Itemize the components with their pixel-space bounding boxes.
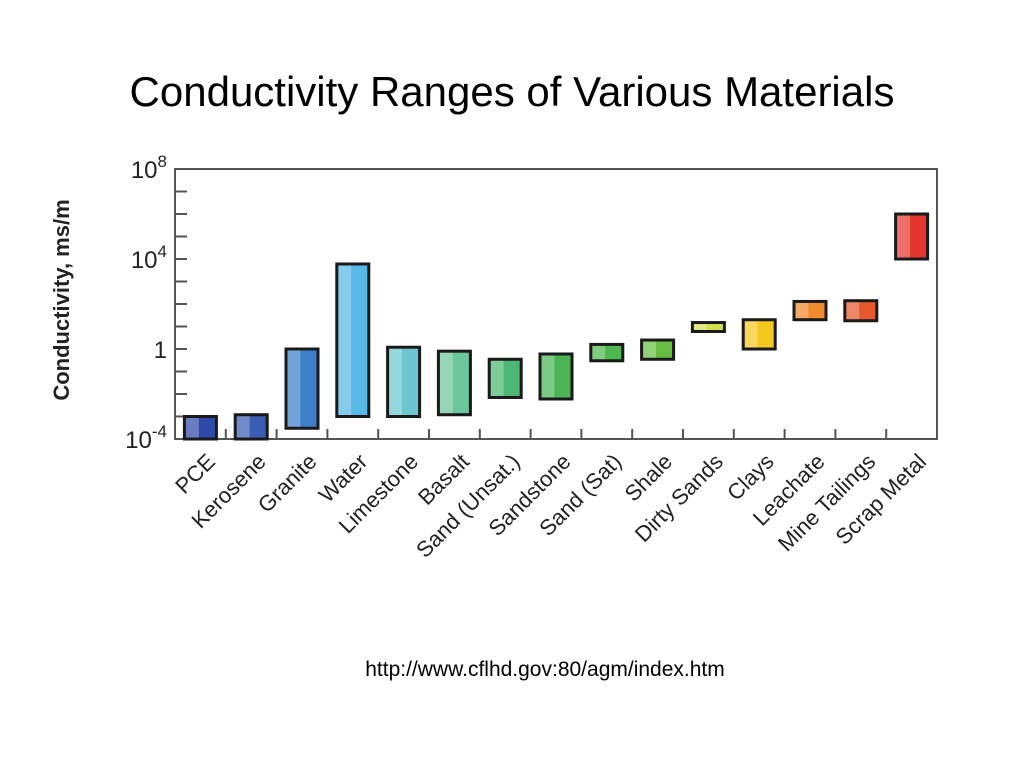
bar-outline [843, 299, 879, 323]
y-ticks: 10-4 1 104 108 [125, 152, 187, 454]
bar-highlight [286, 349, 301, 429]
bar-outline [741, 318, 777, 351]
bar [690, 321, 726, 333]
bar-highlight [438, 351, 453, 415]
bar-outline [894, 212, 930, 261]
bar-highlight [692, 322, 707, 332]
bar [182, 415, 218, 441]
bar-highlight [590, 344, 606, 361]
bar-highlight [844, 300, 860, 321]
bar-outline [182, 415, 218, 441]
y-tick-label: 10-4 [125, 422, 167, 454]
bar [792, 299, 828, 322]
y-tick-label: 108 [131, 152, 167, 184]
bar-highlight [540, 353, 555, 399]
bar-highlight [235, 414, 250, 439]
bar [487, 357, 523, 399]
x-tick-labels: PCEKeroseneGraniteWaterLimestoneBasaltSa… [170, 449, 931, 563]
bar-highlight [387, 347, 402, 417]
y-axis-label: Conductivity, ms/m [49, 199, 74, 400]
source-url: http://www.cflhd.gov:80/agm/index.htm [365, 658, 725, 681]
bar-highlight [641, 340, 656, 360]
bar-outline [640, 338, 676, 361]
x-ticks [224, 429, 938, 439]
bar-outline [487, 357, 523, 399]
bar [386, 345, 422, 418]
bar-outline [233, 413, 269, 441]
bar [589, 342, 625, 363]
bar [233, 413, 269, 441]
bar-fill [692, 322, 725, 332]
bar [843, 299, 879, 323]
bar [538, 352, 574, 401]
y-tick-label: 104 [131, 242, 167, 274]
bar [436, 349, 472, 417]
bar-outline [690, 321, 726, 333]
y-axis-label-group: Conductivity, ms/m [49, 199, 74, 400]
bar-outline [792, 299, 828, 322]
bar [741, 318, 777, 351]
bar-highlight [184, 416, 199, 439]
bar-outline [436, 349, 472, 417]
bar-outline [284, 347, 320, 430]
slide-title: Conductivity Ranges of Various Materials [129, 68, 895, 115]
bar-highlight [336, 263, 352, 417]
bar-outline [538, 352, 574, 401]
bars [182, 212, 930, 441]
bar-highlight [743, 319, 758, 349]
bar-outline [589, 342, 625, 363]
bar [894, 212, 930, 261]
bar [335, 262, 371, 419]
bar [640, 338, 676, 361]
bar-outline [335, 262, 371, 419]
bar-highlight [489, 359, 504, 398]
bar-outline [386, 345, 422, 418]
bar [284, 347, 320, 430]
bar-highlight [794, 301, 809, 320]
y-tick-label: 1 [154, 337, 167, 364]
bar-highlight [895, 214, 910, 259]
